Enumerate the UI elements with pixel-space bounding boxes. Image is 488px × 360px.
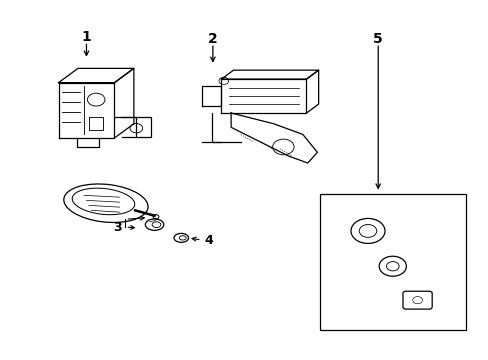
Ellipse shape xyxy=(179,236,186,240)
FancyBboxPatch shape xyxy=(402,291,431,309)
Text: 1: 1 xyxy=(81,30,91,44)
Text: 4: 4 xyxy=(204,234,213,247)
Ellipse shape xyxy=(152,222,161,228)
Bar xyxy=(319,194,465,330)
Ellipse shape xyxy=(63,184,148,222)
Text: 5: 5 xyxy=(372,32,382,46)
Text: 2: 2 xyxy=(207,32,217,46)
Text: 3: 3 xyxy=(113,221,122,234)
Ellipse shape xyxy=(174,233,188,242)
Ellipse shape xyxy=(72,188,135,215)
Ellipse shape xyxy=(145,219,163,230)
